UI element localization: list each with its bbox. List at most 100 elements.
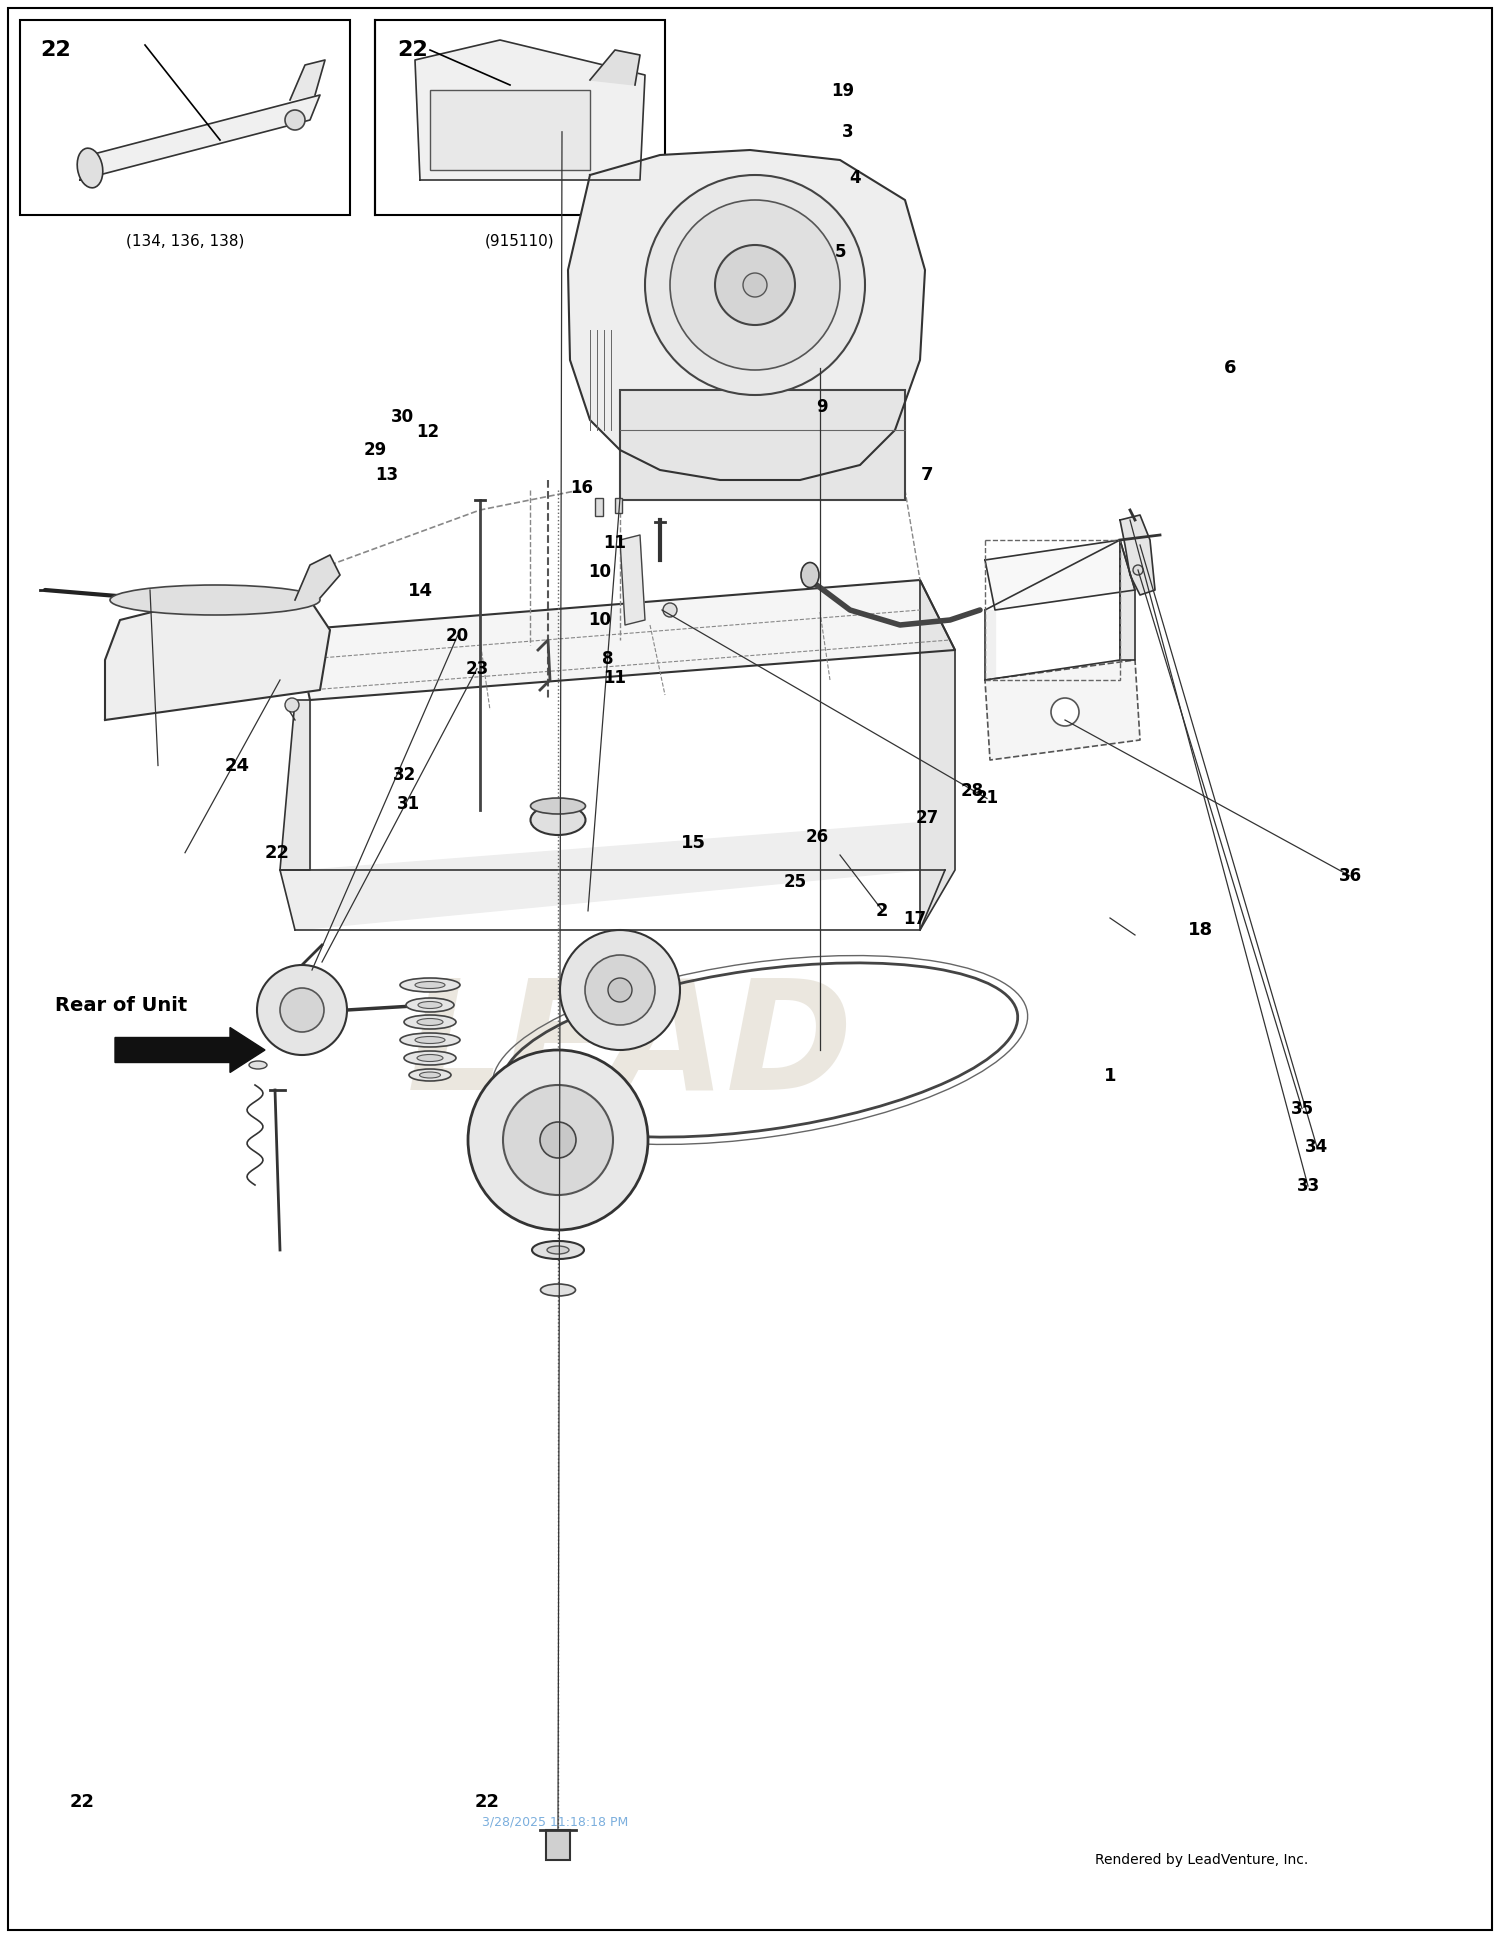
Text: 22: 22 — [476, 1793, 500, 1812]
Ellipse shape — [531, 804, 585, 835]
Text: 1: 1 — [1104, 1066, 1116, 1085]
Ellipse shape — [410, 1070, 452, 1081]
Text: 25: 25 — [783, 872, 807, 891]
Text: 7: 7 — [921, 465, 933, 484]
Text: 10: 10 — [588, 562, 612, 581]
Ellipse shape — [249, 1060, 267, 1070]
Text: 24: 24 — [225, 756, 249, 775]
Circle shape — [1052, 698, 1078, 727]
Circle shape — [670, 200, 840, 370]
Text: LEAD: LEAD — [406, 973, 853, 1120]
Ellipse shape — [416, 1037, 446, 1043]
Text: 20: 20 — [446, 626, 470, 645]
Text: 19: 19 — [831, 81, 855, 101]
Ellipse shape — [419, 1002, 442, 1008]
Text: 16: 16 — [570, 479, 594, 498]
Polygon shape — [280, 700, 310, 870]
Ellipse shape — [110, 585, 320, 614]
Ellipse shape — [76, 147, 104, 188]
Text: 34: 34 — [1305, 1138, 1329, 1157]
Ellipse shape — [406, 998, 454, 1012]
Bar — [986, 541, 1120, 680]
Polygon shape — [986, 541, 1136, 610]
Text: (915110): (915110) — [484, 233, 555, 248]
Text: 15: 15 — [681, 833, 705, 853]
Circle shape — [560, 930, 680, 1050]
Ellipse shape — [416, 981, 446, 988]
Bar — [430, 89, 590, 171]
Text: 27: 27 — [915, 808, 939, 828]
FancyArrow shape — [116, 1027, 266, 1072]
Circle shape — [663, 603, 676, 616]
Polygon shape — [280, 820, 956, 930]
Text: 3/28/2025 11:18:18 PM: 3/28/2025 11:18:18 PM — [482, 1816, 628, 1828]
Circle shape — [285, 698, 298, 711]
Text: 13: 13 — [375, 465, 399, 484]
Circle shape — [742, 273, 766, 297]
Polygon shape — [105, 601, 330, 721]
Circle shape — [645, 174, 866, 395]
Text: 2: 2 — [876, 901, 888, 921]
Bar — [20, 19, 350, 215]
Text: Rear of Unit: Rear of Unit — [56, 996, 188, 1016]
Ellipse shape — [417, 1054, 442, 1062]
Text: 4: 4 — [849, 169, 861, 188]
Ellipse shape — [400, 979, 460, 992]
Bar — [615, 498, 622, 514]
Polygon shape — [986, 661, 1140, 760]
Polygon shape — [80, 95, 320, 180]
Text: 22: 22 — [398, 41, 427, 60]
Polygon shape — [568, 149, 926, 481]
Text: 31: 31 — [396, 795, 420, 814]
Text: 9: 9 — [816, 397, 828, 417]
Text: 18: 18 — [1188, 921, 1212, 940]
Bar — [375, 19, 664, 215]
Bar — [620, 390, 904, 500]
Text: 10: 10 — [588, 610, 612, 630]
Polygon shape — [920, 579, 956, 930]
Ellipse shape — [548, 1246, 568, 1254]
Text: 14: 14 — [408, 581, 432, 601]
Ellipse shape — [540, 1285, 576, 1297]
Circle shape — [608, 979, 631, 1002]
Text: 26: 26 — [806, 828, 830, 847]
Ellipse shape — [404, 1016, 456, 1029]
Circle shape — [1132, 566, 1143, 576]
Ellipse shape — [417, 1019, 442, 1025]
Text: 17: 17 — [903, 909, 927, 928]
Ellipse shape — [532, 1240, 584, 1260]
Text: (134, 136, 138): (134, 136, 138) — [126, 233, 244, 248]
Ellipse shape — [400, 1033, 460, 1047]
Text: 35: 35 — [1290, 1099, 1314, 1118]
Text: 32: 32 — [393, 766, 417, 785]
Polygon shape — [590, 50, 640, 85]
Ellipse shape — [404, 1050, 456, 1066]
Text: 33: 33 — [1296, 1176, 1320, 1196]
Text: Rendered by LeadVenture, Inc.: Rendered by LeadVenture, Inc. — [1095, 1853, 1308, 1868]
Text: 3: 3 — [842, 122, 854, 141]
Polygon shape — [416, 41, 645, 180]
Text: 36: 36 — [1338, 866, 1362, 886]
Text: 22: 22 — [70, 1793, 94, 1812]
Circle shape — [285, 110, 304, 130]
Bar — [546, 1829, 570, 1860]
Circle shape — [585, 955, 656, 1025]
Polygon shape — [1120, 541, 1136, 661]
Text: 11: 11 — [603, 533, 627, 552]
Ellipse shape — [801, 562, 819, 587]
Text: 30: 30 — [390, 407, 414, 426]
Bar — [596, 498, 603, 516]
Polygon shape — [986, 610, 994, 680]
Circle shape — [716, 244, 795, 326]
Polygon shape — [290, 60, 326, 101]
Text: 22: 22 — [40, 41, 70, 60]
Polygon shape — [620, 535, 645, 624]
Text: 28: 28 — [960, 781, 984, 800]
Circle shape — [256, 965, 346, 1054]
Polygon shape — [296, 579, 956, 700]
Ellipse shape — [420, 1072, 441, 1078]
Circle shape — [503, 1085, 614, 1196]
Polygon shape — [296, 554, 340, 601]
Text: 21: 21 — [975, 789, 999, 808]
Ellipse shape — [531, 798, 585, 814]
